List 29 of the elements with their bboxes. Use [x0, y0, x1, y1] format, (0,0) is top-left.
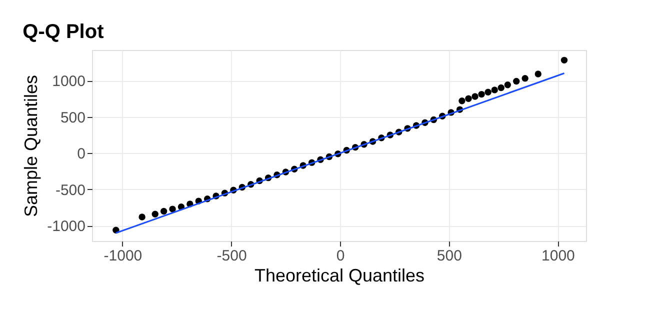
x-tick-label: -1000: [104, 248, 142, 264]
point: [465, 95, 472, 102]
point: [472, 93, 478, 100]
point: [138, 214, 146, 220]
point: [160, 208, 168, 215]
y-axis-title: Sample Quantiles: [21, 74, 42, 218]
x-tick-label: 500: [436, 248, 462, 264]
point: [504, 82, 512, 88]
x-tick-label: -500: [216, 248, 247, 264]
y-tick-label: 500: [60, 109, 86, 126]
point: [152, 210, 158, 218]
point: [458, 97, 466, 104]
point: [491, 86, 498, 94]
point: [513, 78, 520, 85]
point: [484, 88, 492, 96]
point: [560, 56, 568, 64]
point: [534, 70, 542, 78]
x-axis-title: Theoretical Quantiles: [254, 266, 425, 286]
y-tick-label: -500: [55, 182, 86, 199]
chart-title: Q-Q Plot: [22, 21, 104, 43]
point: [169, 206, 176, 212]
point: [522, 74, 528, 82]
y-tick-label: -1000: [47, 218, 86, 236]
x-tick-label: 1000: [542, 248, 575, 264]
y-tick-label: 0: [77, 146, 86, 163]
x-tick-label: 0: [336, 248, 345, 264]
point: [498, 84, 504, 92]
point: [478, 90, 485, 98]
y-tick-label: 1000: [52, 73, 86, 90]
